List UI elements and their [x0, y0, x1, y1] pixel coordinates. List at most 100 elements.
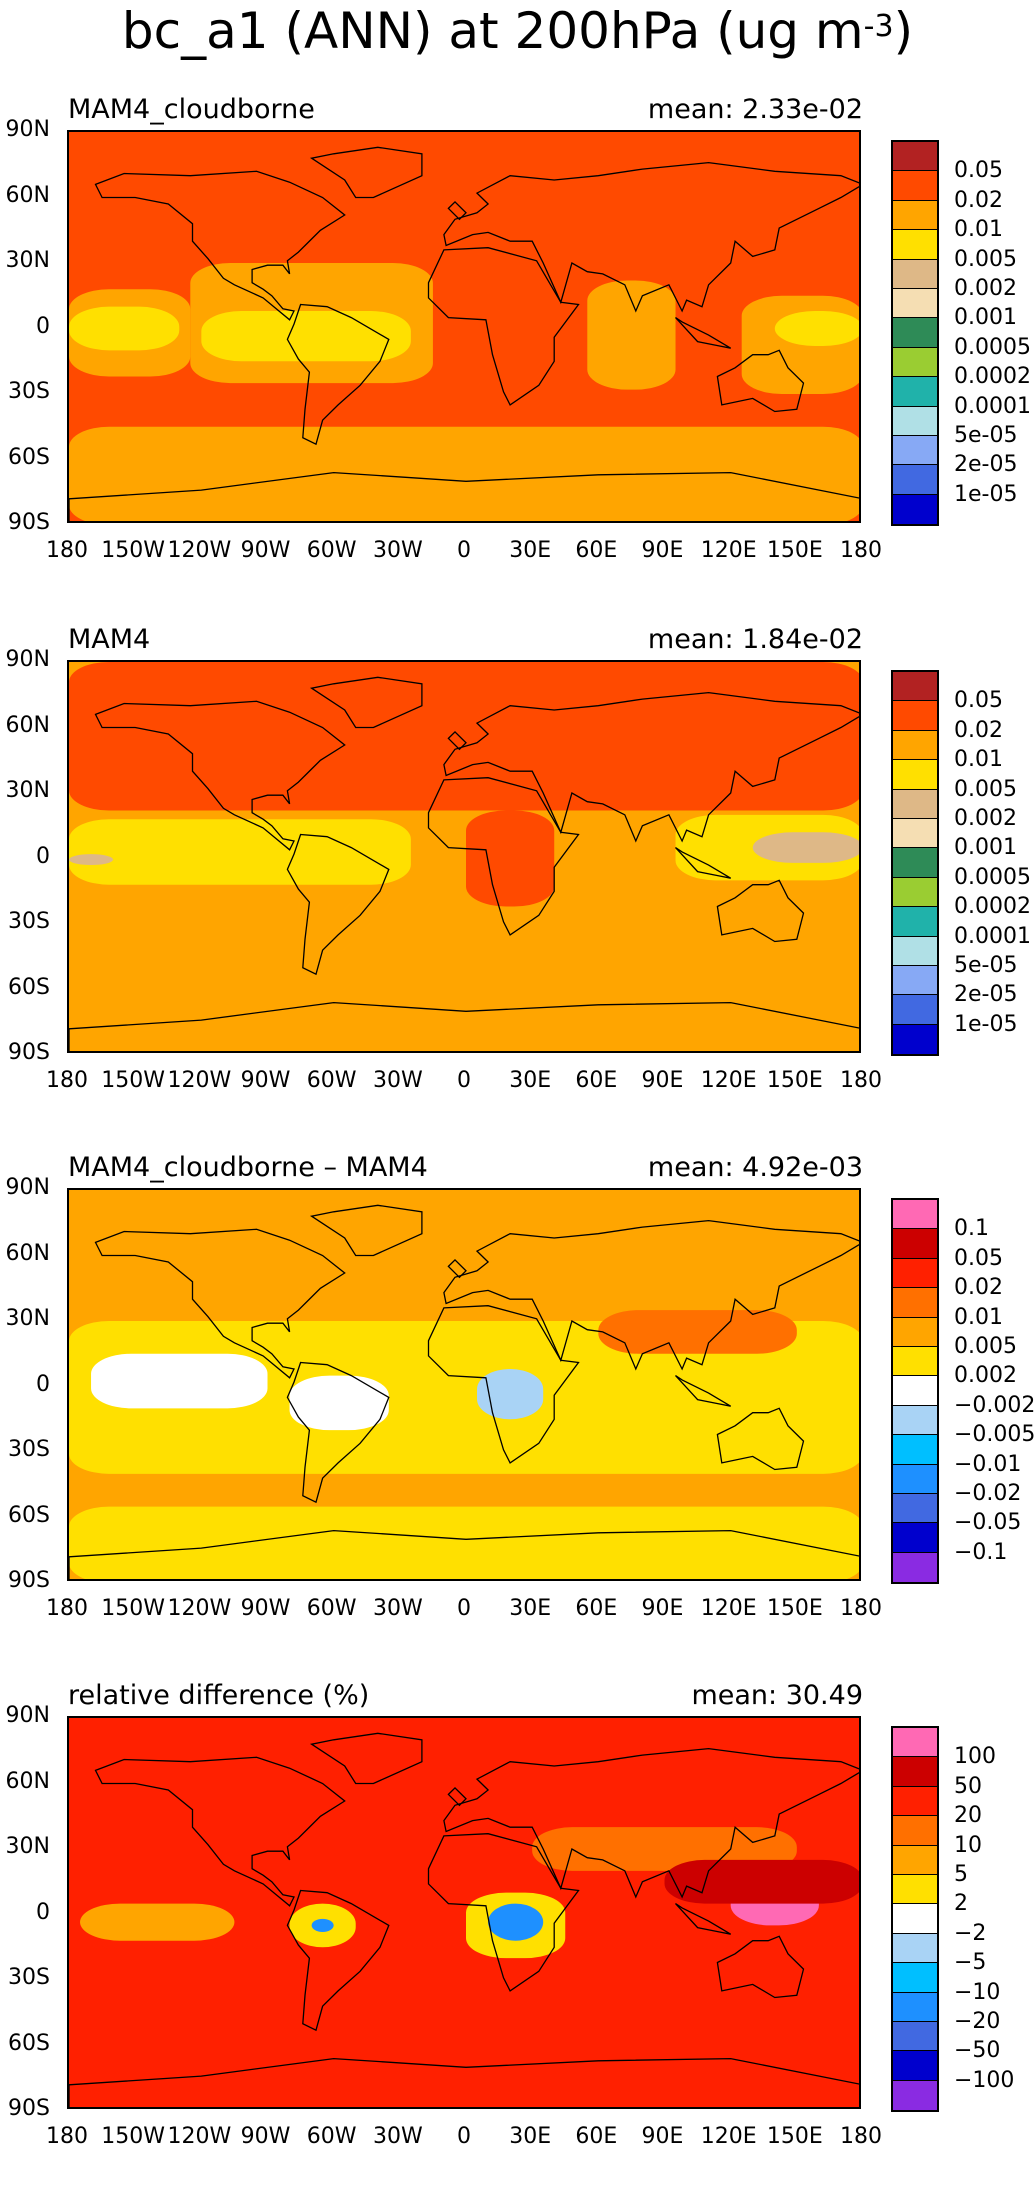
y-tick-label: 60S [8, 1502, 50, 1528]
coastline [69, 2057, 859, 2107]
y-tick-label: 90S [8, 1040, 50, 1065]
legend-level-label: 10 [954, 1832, 982, 1858]
legend-swatch [893, 1933, 937, 1964]
legend-level-label: 0.02 [954, 187, 1003, 213]
y-tick-label: 30N [5, 1834, 50, 1859]
x-tick-label: 30E [509, 1068, 552, 1093]
contour-region [587, 280, 676, 390]
legend-level-label: 0.0001 [954, 923, 1031, 949]
coastline [716, 349, 805, 413]
x-tick-label: 180 [840, 1596, 882, 1621]
legend-level-label: −0.01 [954, 1451, 1022, 1477]
contour-region [466, 810, 555, 907]
contour-region [80, 1903, 235, 1941]
legend-swatch [893, 2021, 937, 2052]
x-tick-label: 90W [240, 1068, 291, 1093]
map-plot-area [67, 1716, 861, 2109]
legend-swatch [893, 377, 937, 407]
y-tick-label: 0 [36, 313, 50, 339]
x-tick-label: 0 [457, 1068, 471, 1093]
panel-title: relative difference (%) [68, 1680, 370, 1711]
contour-region [664, 1859, 859, 1904]
legend-swatch [893, 1317, 937, 1347]
coastline [675, 1375, 732, 1407]
legend-level-label: 0.002 [954, 276, 1017, 301]
x-tick-label: 150W [101, 538, 166, 563]
legend-swatch [893, 1405, 937, 1436]
contour-region [598, 1310, 797, 1354]
coastline [716, 1935, 805, 1999]
coastline [447, 730, 467, 751]
y-tick-label: 60N [5, 182, 50, 208]
x-tick-label: 60E [575, 2124, 618, 2149]
legend-level-label: 0.1 [954, 1216, 989, 1242]
legend-level-label: 0.05 [954, 688, 1003, 714]
y-tick-label: 90N [5, 1175, 50, 1200]
legend-swatch [893, 259, 937, 289]
legend-swatch [893, 1229, 937, 1259]
coastline [447, 200, 467, 221]
coastline [447, 1258, 467, 1279]
legend-swatch [893, 1376, 937, 1406]
contour-region [91, 1353, 268, 1409]
y-tick-label: 90S [8, 1568, 50, 1593]
legend-swatch [893, 730, 937, 761]
map-plot-area [67, 660, 861, 1053]
coastline [309, 146, 423, 199]
contour-region [69, 306, 180, 351]
legend-swatch [893, 1904, 937, 1934]
x-tick-label: 0 [457, 2124, 471, 2149]
legend-level-label: −0.005 [954, 1422, 1035, 1448]
legend-swatch [893, 672, 937, 702]
x-tick-label: 30E [509, 2124, 552, 2149]
legend-level-label: 0.001 [954, 835, 1017, 861]
x-tick-label: 120E [700, 2124, 757, 2149]
legend-level-label: 0.02 [954, 1275, 1003, 1301]
x-tick-label: 150W [101, 2124, 166, 2149]
legend-level-label: −2 [954, 1920, 987, 1946]
panel-title: MAM4 [68, 624, 151, 655]
legend-level-label: 100 [954, 1744, 996, 1770]
legend-level-label: 0.01 [954, 1304, 1003, 1330]
x-tick-label: 150W [101, 1068, 166, 1093]
legend-level-label: 0.05 [954, 1245, 1003, 1271]
coastline [427, 247, 580, 406]
coastline [675, 1903, 732, 1935]
map-panel: MAM4_cloudborne mean: 2.33e-02 90N 60N 30N 0 3… [0, 92, 1035, 622]
x-tick-label: 90W [240, 538, 291, 563]
legend-level-label: 0.0002 [954, 894, 1031, 920]
legend-level-label: −20 [954, 2009, 1001, 2034]
legend-swatch [893, 1552, 937, 1583]
x-tick-label: 30E [509, 538, 552, 563]
coastline [94, 1756, 346, 1907]
legend-swatch [893, 818, 937, 849]
y-tick-label: 60N [5, 712, 50, 738]
legend-level-label: 0.01 [954, 747, 1003, 773]
coastline [94, 1228, 346, 1379]
panel-mean: mean: 30.49 [691, 1680, 863, 1711]
y-tick-label: 90S [8, 510, 50, 535]
legend-level-label: 2e-05 [954, 982, 1018, 1008]
y-tick-label: 90N [5, 1703, 50, 1728]
legend-level-label: 5 [954, 1862, 968, 1887]
legend-level-label: −10 [954, 1979, 1001, 2005]
legend-level-label: 0.005 [954, 1334, 1017, 1359]
contour-region [201, 311, 411, 362]
contour-region [69, 426, 859, 521]
coastline [69, 471, 859, 521]
legend-swatch [893, 1523, 937, 1553]
legend-level-label: −50 [954, 2038, 1001, 2064]
coastline [309, 1204, 423, 1257]
x-tick-label: 120E [700, 1068, 757, 1093]
coastline [716, 1407, 805, 1471]
x-tick-label: 90E [641, 1596, 684, 1621]
color-legend [891, 1198, 939, 1585]
legend-level-label: −0.002 [954, 1392, 1035, 1418]
y-tick-label: 30S [8, 1965, 50, 1990]
coastline [94, 170, 346, 321]
legend-level-label: 5e-05 [954, 423, 1018, 448]
legend-level-label: 0.02 [954, 717, 1003, 743]
contour-region [488, 1903, 544, 1941]
x-tick-label: 150E [766, 2124, 823, 2149]
y-tick-label: 90S [8, 2096, 50, 2121]
